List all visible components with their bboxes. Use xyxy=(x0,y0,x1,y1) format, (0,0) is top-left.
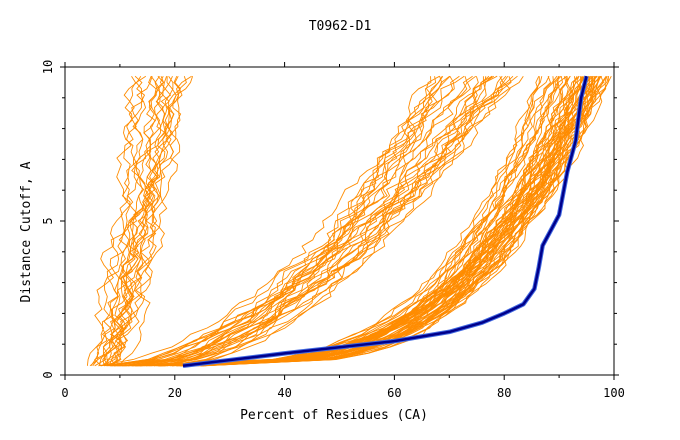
model-line-mid xyxy=(100,75,490,367)
x-axis-label: Percent of Residues (CA) xyxy=(240,408,428,423)
y-tick-label: 5 xyxy=(41,217,55,224)
y-tick-label: 10 xyxy=(41,60,55,74)
highlight-line-group xyxy=(182,75,589,369)
model-line-mid xyxy=(103,75,495,367)
model-line-mid xyxy=(119,75,493,367)
x-axis: 0 20 40 60 80 100 xyxy=(61,62,625,400)
model-line-low xyxy=(109,75,166,367)
y-axis: 0 5 10 xyxy=(41,60,619,379)
model-line-high xyxy=(134,76,540,367)
model-line-high xyxy=(201,76,601,367)
model-line-high xyxy=(146,75,558,367)
model-line-high xyxy=(112,76,582,367)
model-line-mid xyxy=(107,75,450,367)
x-tick-label: 40 xyxy=(277,386,291,400)
model-line-high xyxy=(163,76,609,367)
y-tick-label: 0 xyxy=(41,371,55,378)
y-axis-label: Distance Cutoff, A xyxy=(19,161,34,302)
model-line-mid xyxy=(160,75,493,367)
model-line-mid xyxy=(161,75,503,367)
model-line-mid xyxy=(144,75,451,367)
model-line-mid xyxy=(132,75,465,367)
model-line-mid xyxy=(153,76,468,367)
model-line-low xyxy=(94,76,173,367)
model-line-mid xyxy=(132,76,479,367)
model-line-high xyxy=(197,75,568,367)
model-line-high xyxy=(176,76,608,367)
x-tick-label: 100 xyxy=(603,386,625,400)
model-line-mid xyxy=(138,76,437,367)
model-line-high xyxy=(125,75,586,367)
highlight-line xyxy=(182,75,588,368)
model-line-mid xyxy=(155,75,498,367)
model-line-high xyxy=(136,76,552,367)
model-line-high xyxy=(176,75,580,367)
model-line-mid xyxy=(132,75,504,367)
x-tick-label: 20 xyxy=(168,386,182,400)
model-line-high xyxy=(162,75,597,367)
model-line-mid xyxy=(139,75,524,367)
model-line-low xyxy=(99,75,146,366)
model-line-mid xyxy=(169,75,443,367)
model-line-mid xyxy=(172,76,487,367)
model-line-low xyxy=(107,75,142,366)
model-line-low xyxy=(102,75,164,366)
model-line-mid xyxy=(166,75,477,367)
x-tick-label: 80 xyxy=(497,386,511,400)
model-line-high xyxy=(145,76,594,367)
model-line-low xyxy=(86,75,137,366)
model-line-mid xyxy=(159,76,443,367)
model-line-mid xyxy=(98,76,432,367)
model-line-low xyxy=(108,76,194,366)
model-line-mid xyxy=(111,75,460,367)
model-line-mid xyxy=(139,75,518,367)
model-line-mid xyxy=(123,75,507,367)
x-tick-label: 0 xyxy=(61,386,68,400)
model-line-low xyxy=(118,75,182,367)
model-line-low xyxy=(108,75,192,367)
model-line-high xyxy=(187,76,559,367)
model-line-high xyxy=(132,76,593,367)
model-line-low xyxy=(103,76,177,367)
model-line-low xyxy=(106,76,187,366)
model-lines xyxy=(86,75,612,367)
x-tick-label: 60 xyxy=(387,386,401,400)
chart-title: T0962-D1 xyxy=(309,19,372,34)
model-line-mid xyxy=(130,75,514,367)
